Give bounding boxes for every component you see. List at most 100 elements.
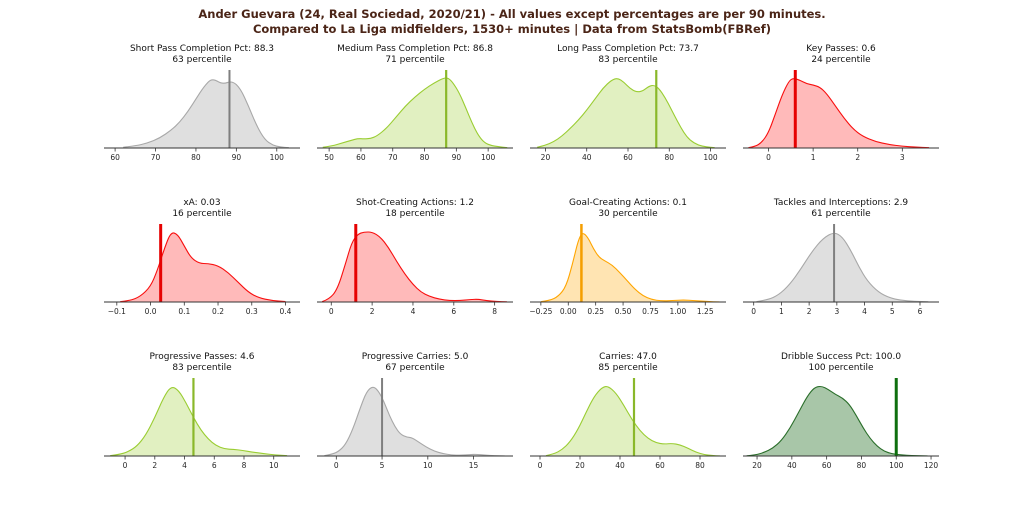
kde-subplot-progressive-carries: Progressive Carries: 5.0 67 percentile 0…	[317, 352, 513, 478]
kde-curve	[322, 77, 508, 149]
kde-curve	[545, 386, 721, 457]
x-axis-tick-label: 6	[918, 307, 923, 316]
subplot-percentile: 71 percentile	[385, 55, 445, 65]
x-axis-tick-label: 2	[807, 307, 812, 316]
kde-fill	[537, 78, 715, 148]
kde-curve	[540, 233, 720, 303]
kde-fill	[110, 387, 288, 456]
subplot-title: Medium Pass Completion Pct: 86.8	[337, 44, 493, 54]
x-axis-tick-label: 80	[191, 153, 201, 162]
kde-plot: −0.1 0.0 0.1 0.2 0.3 0.4	[104, 224, 300, 316]
x-axis-tick-label: 4	[862, 307, 867, 316]
x-axis-tick-label: 0.0	[145, 307, 157, 316]
x-axis-tick-label: 60	[623, 153, 633, 162]
x-axis-tick-label: 1	[811, 153, 816, 162]
x-axis-tick-label: 90	[232, 153, 242, 162]
x-axis-tick-label: 0	[123, 461, 128, 470]
x-axis-tick-label: 60	[655, 461, 665, 470]
subplot-title: Progressive Carries: 5.0	[361, 352, 469, 362]
x-axis-tick-label: 80	[857, 461, 867, 470]
kde-subplot-goal-creating-actions: Goal-Creating Actions: 0.1 30 percentile…	[530, 198, 726, 324]
kde-fill	[756, 233, 929, 302]
kde-subplot-xa: xA: 0.03 16 percentile −0.1 0.0 0.1 0.2 0.3 0…	[104, 198, 300, 324]
x-axis-tick-label: 3	[834, 307, 839, 316]
x-axis-tick-label: −0.25	[530, 307, 553, 316]
x-axis-tick-label: 60	[822, 461, 832, 470]
x-axis-tick-label: 0	[329, 307, 334, 316]
x-axis-tick-label: 20	[541, 153, 551, 162]
x-axis-tick-label: 0.25	[587, 307, 604, 316]
kde-subplot-medium-pass-completion-pct: Medium Pass Completion Pct: 86.8 71 perc…	[317, 44, 513, 170]
x-axis-tick-label: 10	[269, 461, 279, 470]
kde-fill	[324, 387, 505, 456]
subplot-title: Shot-Creating Actions: 1.2	[356, 198, 474, 208]
x-axis-tick-label: 0.75	[642, 307, 659, 316]
x-axis-tick-label: 20	[752, 461, 762, 470]
kde-fill	[748, 78, 930, 148]
x-axis-tick-label: 100	[270, 153, 285, 162]
x-axis-tick-label: 10	[423, 461, 433, 470]
x-axis-tick-label: 3	[900, 153, 905, 162]
kde-subplot-progressive-passes: Progressive Passes: 4.6 83 percentile 0 2…	[104, 352, 300, 478]
subplot-percentile: 30 percentile	[598, 209, 658, 219]
figure-title-line1: Ander Guevara (24, Real Sociedad, 2020/2…	[198, 7, 826, 21]
kde-subplot-tackles-and-interceptions: Tackles and Interceptions: 2.9 61 percen…	[743, 198, 939, 324]
x-axis-tick-label: 0	[538, 461, 543, 470]
x-axis-tick-label: 0	[766, 153, 771, 162]
subplot-percentile: 100 percentile	[808, 363, 874, 373]
x-axis-tick-label: 2	[370, 307, 375, 316]
kde-plot: 0 2 4 6 8	[317, 224, 513, 316]
x-axis-tick-label: 40	[582, 153, 592, 162]
kde-plot: 20 40 60 80 100	[530, 70, 726, 162]
x-axis-tick-label: 90	[452, 153, 462, 162]
subplot-percentile: 83 percentile	[598, 55, 658, 65]
kde-curve	[748, 78, 930, 149]
x-axis-tick-label: 5	[890, 307, 895, 316]
subplot-percentile: 16 percentile	[172, 209, 232, 219]
kde-plot: 0 5 10 15	[317, 378, 513, 470]
x-axis-tick-label: 40	[615, 461, 625, 470]
kde-curve	[123, 79, 289, 149]
subplot-percentile: 61 percentile	[811, 209, 871, 219]
subplot-percentile: 85 percentile	[598, 363, 658, 373]
subplot-percentile: 83 percentile	[172, 363, 232, 373]
x-axis-tick-label: 80	[665, 153, 675, 162]
x-axis-tick-label: 15	[469, 461, 479, 470]
x-axis-tick-label: 0.2	[212, 307, 224, 316]
x-axis-tick-label: 6	[212, 461, 217, 470]
kde-subplot-dribble-success-pct: Dribble Success Pct: 100.0 100 percentil…	[743, 352, 939, 478]
subplot-title: Long Pass Completion Pct: 73.7	[557, 44, 699, 54]
x-axis-tick-label: 8	[242, 461, 247, 470]
subplot-title: Key Passes: 0.6	[806, 44, 876, 54]
subplot-percentile: 18 percentile	[385, 209, 445, 219]
x-axis-tick-label: 6	[451, 307, 456, 316]
subplot-percentile: 67 percentile	[385, 363, 445, 373]
x-axis-tick-label: 70	[388, 153, 398, 162]
x-axis-tick-label: 4	[411, 307, 416, 316]
x-axis-tick-label: 0	[751, 307, 756, 316]
kde-subplot-long-pass-completion-pct: Long Pass Completion Pct: 73.7 83 percen…	[530, 44, 726, 170]
x-axis-tick-label: 4	[182, 461, 187, 470]
x-axis-tick-label: 0.50	[615, 307, 632, 316]
kde-subplot-key-passes: Key Passes: 0.6 24 percentile 0 1 2 3	[743, 44, 939, 170]
kde-curve	[120, 232, 286, 303]
x-axis-tick-label: 100	[703, 153, 718, 162]
x-axis-tick-label: 100	[889, 461, 904, 470]
kde-plot: 0 1 2 3 4 5 6	[743, 224, 939, 316]
x-axis-tick-label: 100	[481, 153, 496, 162]
kde-curve	[756, 232, 929, 303]
x-axis-tick-label: 0	[334, 461, 339, 470]
kde-fill	[746, 386, 928, 456]
kde-plot: 0 2 4 6 8 10	[104, 378, 300, 470]
x-axis-tick-label: 1	[779, 307, 784, 316]
kde-plot: 20 40 60 80 100 120	[743, 378, 939, 470]
x-axis-tick-label: 60	[356, 153, 366, 162]
x-axis-tick-label: 5	[380, 461, 385, 470]
x-axis-tick-label: 50	[324, 153, 334, 162]
x-axis-tick-label: −0.1	[108, 307, 126, 316]
x-axis-tick-label: 0.4	[280, 307, 292, 316]
kde-plot: 50 60 70 80 90 100	[317, 70, 513, 162]
kde-fill	[322, 78, 508, 148]
kde-curve	[537, 78, 715, 149]
